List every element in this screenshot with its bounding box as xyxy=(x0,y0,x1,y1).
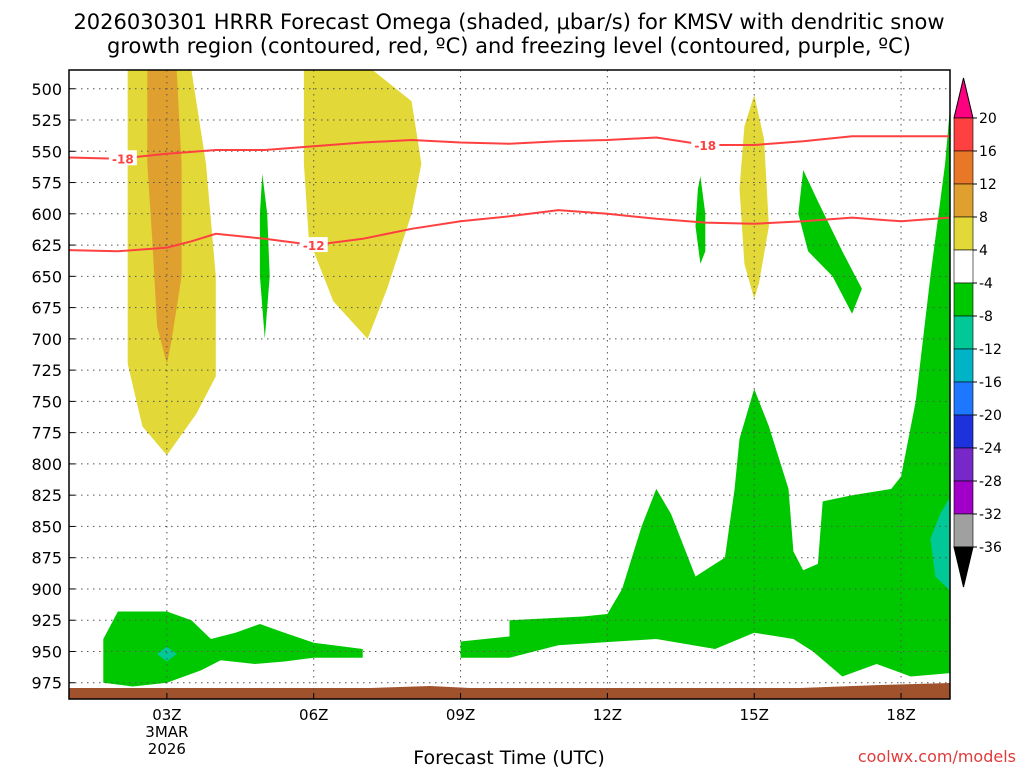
x-tick-label-09Z: 09Z xyxy=(446,706,475,724)
omega-region-minus8-11 xyxy=(157,646,177,662)
omega-region-plus8-2 xyxy=(147,70,182,364)
contour-label--18-2: -18 xyxy=(694,139,716,153)
colorbar-label-8: -12 xyxy=(979,342,1002,358)
colorbar-label-1: 20 xyxy=(979,111,997,127)
colorbar-label-5: 4 xyxy=(979,243,988,259)
colorbar-top-arrow xyxy=(953,77,974,119)
colorbar-label-2: 16 xyxy=(979,144,997,160)
y-tick-label-525: 525 xyxy=(31,111,62,130)
y-tick-label-975: 975 xyxy=(31,674,62,693)
x-tick-label-15Z: 15Z xyxy=(740,706,769,724)
colorbar-label-14: -36 xyxy=(979,540,1002,556)
y-tick-label-750: 750 xyxy=(31,392,62,411)
contour-label--18-1: -18 xyxy=(112,152,134,166)
contour-line--12 xyxy=(69,209,950,253)
contour-label--12-1: -12 xyxy=(303,239,325,253)
y-tick-label-700: 700 xyxy=(31,330,62,349)
contour-line--18 xyxy=(69,135,950,160)
contour-label-bg--18-2 xyxy=(691,137,720,153)
colorbar-label-10: -20 xyxy=(979,408,1002,424)
contour-label-bg--12-1 xyxy=(299,237,328,253)
colorbar-swatch-5 xyxy=(953,249,974,284)
y-axis-pressure: 500 525 550 575 600 625 650 675 700 725 750 775 800 8… xyxy=(31,80,75,693)
chart-title-line-1: 2026030301 HRRR Forecast Omega (shaded, … xyxy=(73,10,944,34)
y-tick-label-775: 775 xyxy=(31,424,62,443)
x-axis-label: Forecast Time (UTC) xyxy=(413,747,604,768)
y-tick-label-950: 950 xyxy=(31,642,62,661)
contour-label-bg--18-1 xyxy=(108,150,137,166)
colorbar-label-7: -8 xyxy=(979,309,993,325)
x-tick-label-18Z: 18Z xyxy=(886,706,915,724)
colorbar-swatch-11 xyxy=(953,447,974,482)
y-tick-label-875: 875 xyxy=(31,549,62,568)
credit-text: coolwx.com/models xyxy=(858,747,1016,766)
colorbar-bottom-arrow xyxy=(953,546,974,588)
y-tick-label-600: 600 xyxy=(31,205,62,224)
y-tick-label-650: 650 xyxy=(31,267,62,286)
y-tick-label-925: 925 xyxy=(31,611,62,630)
y-tick-label-900: 900 xyxy=(31,580,62,599)
y-tick-label-575: 575 xyxy=(31,174,62,193)
x-tick-label-12Z: 12Z xyxy=(593,706,622,724)
colorbar-label-9: -16 xyxy=(979,375,1002,391)
y-tick-label-500: 500 xyxy=(31,80,62,99)
omega-region-minus4-7 xyxy=(798,170,862,314)
omega-region-minus4-5 xyxy=(259,173,270,339)
omega-shaded-regions xyxy=(103,70,950,687)
omega-region-minus4-10 xyxy=(103,611,363,687)
x-tick-year: 2026 xyxy=(148,740,186,758)
colorbar-swatch-13 xyxy=(953,513,974,548)
omega-region-minus4-8 xyxy=(460,107,950,677)
colorbar-swatch-7 xyxy=(953,315,974,350)
colorbar-swatch-10 xyxy=(953,414,974,449)
y-tick-label-675: 675 xyxy=(31,299,62,318)
omega-region-minus4-6 xyxy=(695,176,706,264)
colorbar-swatch-3 xyxy=(953,183,974,218)
colorbar-label-12: -28 xyxy=(979,474,1002,490)
colorbar-swatch-12 xyxy=(953,480,974,515)
colorbar-label-6: -4 xyxy=(979,276,993,292)
plot-area: -18 -18 -12 xyxy=(68,69,951,700)
colorbar-label-3: 12 xyxy=(979,177,997,193)
y-tick-label-800: 800 xyxy=(31,455,62,474)
colorbar-swatch-2 xyxy=(953,150,974,185)
colorbar-swatch-8 xyxy=(953,348,974,383)
colorbar-label-11: -24 xyxy=(979,441,1002,457)
colorbar-swatch-1 xyxy=(953,117,974,152)
x-tick-label-06Z: 06Z xyxy=(299,706,328,724)
colorbar-swatch-6 xyxy=(953,282,974,317)
omega-colorbar: 20 16 12 8 4 -4 -8 -12 -16 -20 -24 -28 -32 -36 xyxy=(953,77,1002,588)
chart-title-line-2: growth region (contoured, red, ºC) and f… xyxy=(107,34,911,58)
y-tick-label-825: 825 xyxy=(31,486,62,505)
colorbar-swatch-4 xyxy=(953,216,974,251)
x-tick-label-03Z: 03Z xyxy=(152,706,181,724)
y-tick-label-850: 850 xyxy=(31,517,62,536)
terrain-ground-strip xyxy=(69,683,950,699)
colorbar-swatch-9 xyxy=(953,381,974,416)
y-tick-label-625: 625 xyxy=(31,236,62,255)
y-tick-label-550: 550 xyxy=(31,142,62,161)
y-tick-label-725: 725 xyxy=(31,361,62,380)
omega-region-minus8-9 xyxy=(930,497,950,591)
x-tick-date: 3MAR xyxy=(145,723,188,741)
colorbar-label-4: 8 xyxy=(979,210,988,226)
plot-frame xyxy=(68,69,951,700)
colorbar-label-13: -32 xyxy=(979,507,1002,523)
dendritic-growth-contours: -18 -18 -12 xyxy=(69,135,950,253)
omega-region-plus4-3 xyxy=(303,70,422,339)
